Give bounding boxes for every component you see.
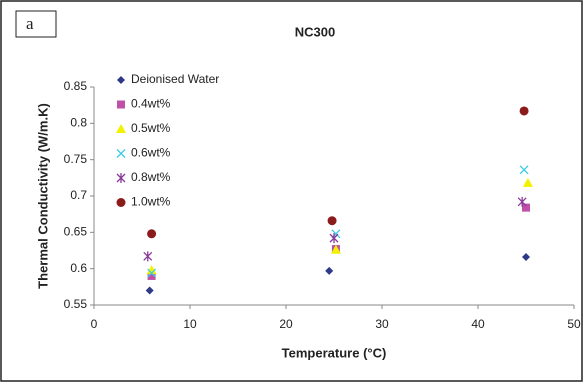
x-tick-label: 50 [567,317,581,331]
data-point [329,233,339,244]
legend-marker [117,76,125,84]
data-point [331,229,341,239]
y-tick-label: 0.65 [64,225,88,239]
data-point [147,229,157,239]
data-point [519,106,529,116]
x-tick-label: 10 [183,317,197,331]
y-tick-label: 0.85 [64,79,88,93]
panel-label: a [26,14,34,33]
data-point [517,196,527,207]
x-tick-label: 20 [279,317,293,331]
data-point [522,203,530,212]
legend-label: 0.8wt% [131,170,171,184]
y-tick-label: 0.7 [70,188,87,202]
legend-label: 1.0wt% [131,195,171,209]
legend-label: 0.5wt% [131,121,171,135]
y-tick-label: 0.55 [64,297,88,311]
x-tick-label: 40 [471,317,485,331]
x-tick-label: 0 [91,317,98,331]
data-point [519,165,529,175]
x-axis-title: Temperature (°C) [282,345,387,360]
data-point [330,244,341,254]
data-point [325,266,334,275]
legend-label: Deionised Water [131,72,219,86]
legend-marker [117,100,125,109]
legend-label: 0.6wt% [131,146,171,160]
panel-label-box [15,10,57,38]
legend-marker [116,173,126,183]
data-point [146,265,157,275]
legend-marker [116,149,126,158]
data-point [327,216,337,226]
data-point [143,251,153,262]
legend-label: 0.4wt% [131,97,171,111]
y-tick-label: 0.6 [70,261,87,275]
y-tick-label: 0.8 [70,116,87,130]
data-point [522,253,530,262]
legend-marker [116,124,126,133]
data-point [145,286,154,295]
data-point [522,177,533,187]
x-tick-label: 30 [375,317,389,331]
y-axis-title: Thermal Conductivity (W/m.K) [35,103,50,289]
chart-title: NC300 [295,24,335,39]
data-point [147,268,157,278]
legend-marker [116,198,126,207]
y-tick-label: 0.75 [64,152,88,166]
